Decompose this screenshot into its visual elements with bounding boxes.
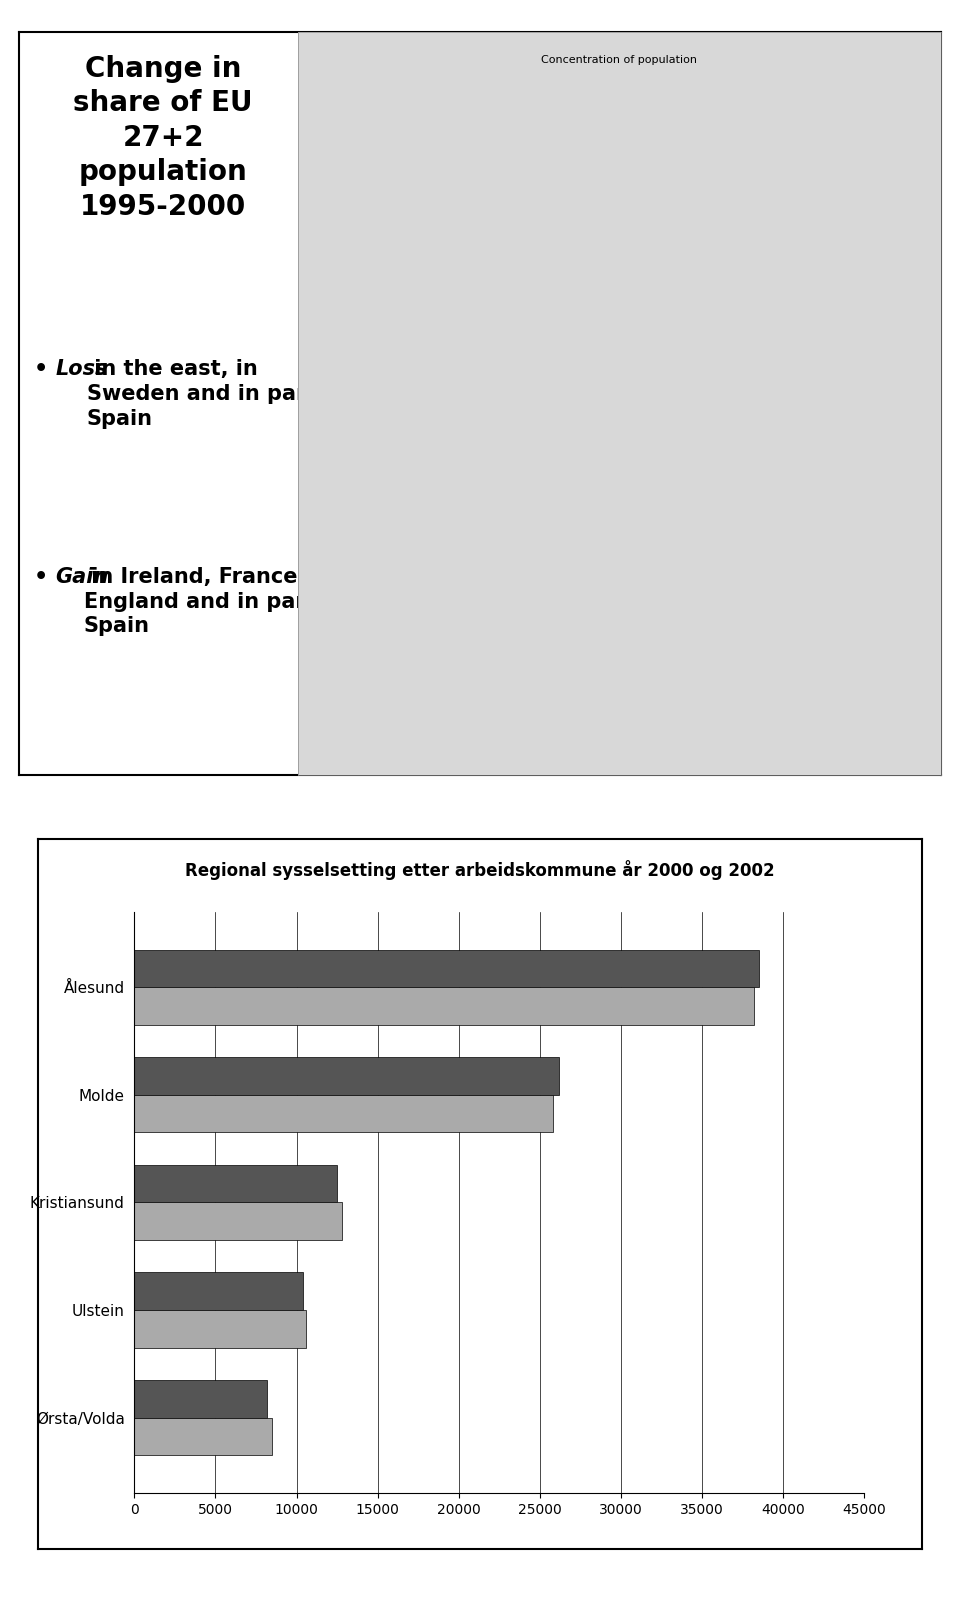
Text: Regional sysselsetting etter arbeidskommune år 2000 og 2002: Regional sysselsetting etter arbeidskomm… xyxy=(185,860,775,880)
Bar xyxy=(134,988,754,1025)
Bar xyxy=(134,1380,267,1417)
Bar xyxy=(134,1202,342,1240)
Bar xyxy=(134,1311,306,1348)
Text: Gain: Gain xyxy=(56,567,108,587)
Bar xyxy=(134,1417,273,1456)
Text: •: • xyxy=(35,358,48,379)
Bar xyxy=(134,1165,337,1202)
Text: •: • xyxy=(35,567,48,587)
Bar xyxy=(134,1057,559,1094)
Text: in Ireland, France,
England and in parts of
Spain: in Ireland, France, England and in parts… xyxy=(84,567,359,636)
Text: Loss: Loss xyxy=(56,358,108,379)
Text: Change in
share of EU
27+2
population
1995-2000: Change in share of EU 27+2 population 19… xyxy=(74,55,252,221)
Text: in the east, in
Sweden and in parts of
Spain: in the east, in Sweden and in parts of S… xyxy=(86,358,359,429)
Bar xyxy=(134,949,758,988)
Text: Concentration of population: Concentration of population xyxy=(541,55,697,65)
Bar xyxy=(134,1094,553,1133)
Bar xyxy=(134,1272,303,1311)
